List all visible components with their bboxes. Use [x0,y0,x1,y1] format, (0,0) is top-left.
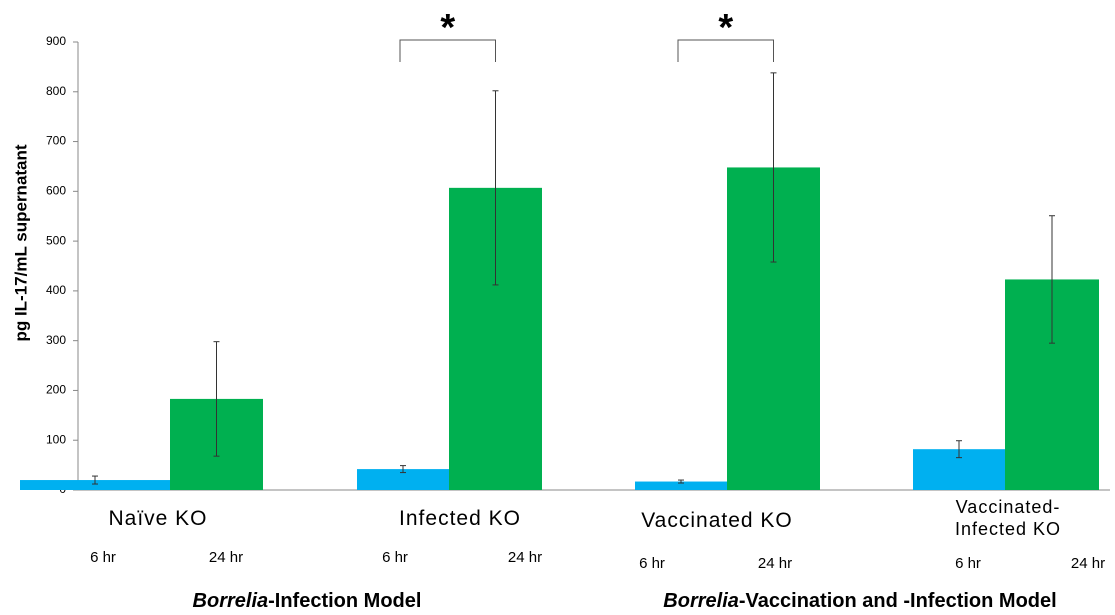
category-label: Infected KO [399,507,521,530]
y-tick-label: 900 [46,34,66,48]
model-label-italic: Borrelia [663,590,739,612]
series-label: 24 hr [758,555,792,572]
model-label-text: -Infection Model [268,590,421,612]
significance-bracket [677,39,774,62]
series-label: 6 hr [90,549,116,566]
bar [635,481,727,490]
bar [20,480,170,490]
model-label-italic: Borrelia [193,590,269,612]
significance-label: * [440,7,455,49]
category-label: Vaccinated KO [641,509,793,532]
series-label: 6 hr [639,555,665,572]
y-tick-label: 200 [46,383,66,397]
y-tick-label: 500 [46,233,66,247]
model-label: Borrelia-Vaccination and -Infection Mode… [663,590,1056,612]
y-tick-label: 400 [46,283,66,297]
y-tick-label: 800 [46,84,66,98]
y-tick-label: 600 [46,184,66,198]
y-axis-label: pg IL-17/mL supernatant [11,144,30,341]
series-label: 24 hr [508,549,542,566]
model-label: Borrelia-Infection Model [193,590,422,612]
series-label: 24 hr [209,549,243,566]
significance-label: * [718,7,733,49]
series-label: 6 hr [955,555,981,572]
series-label: 24 hr [1071,555,1105,572]
series-label: 6 hr [382,549,408,566]
y-tick-label: 700 [46,134,66,148]
category-label: Vaccinated-Infected KO [954,497,1062,539]
y-tick-label: 300 [46,333,66,347]
bar [357,469,449,490]
significance-bracket [399,39,496,62]
y-tick-label: 100 [46,432,66,446]
model-label-text: -Vaccination and -Infection Model [739,590,1057,612]
category-label: Naïve KO [108,507,208,530]
